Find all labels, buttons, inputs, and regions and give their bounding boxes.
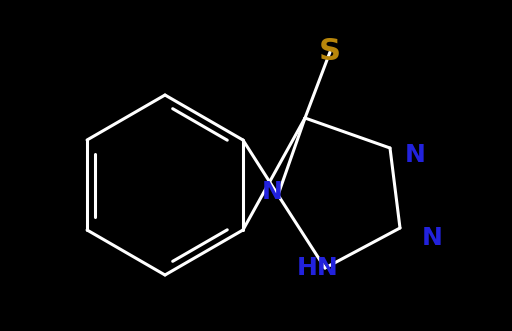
- Text: HN: HN: [297, 256, 339, 280]
- Text: N: N: [421, 226, 442, 250]
- Text: N: N: [262, 180, 283, 204]
- Text: N: N: [404, 143, 425, 167]
- Text: S: S: [319, 37, 341, 67]
